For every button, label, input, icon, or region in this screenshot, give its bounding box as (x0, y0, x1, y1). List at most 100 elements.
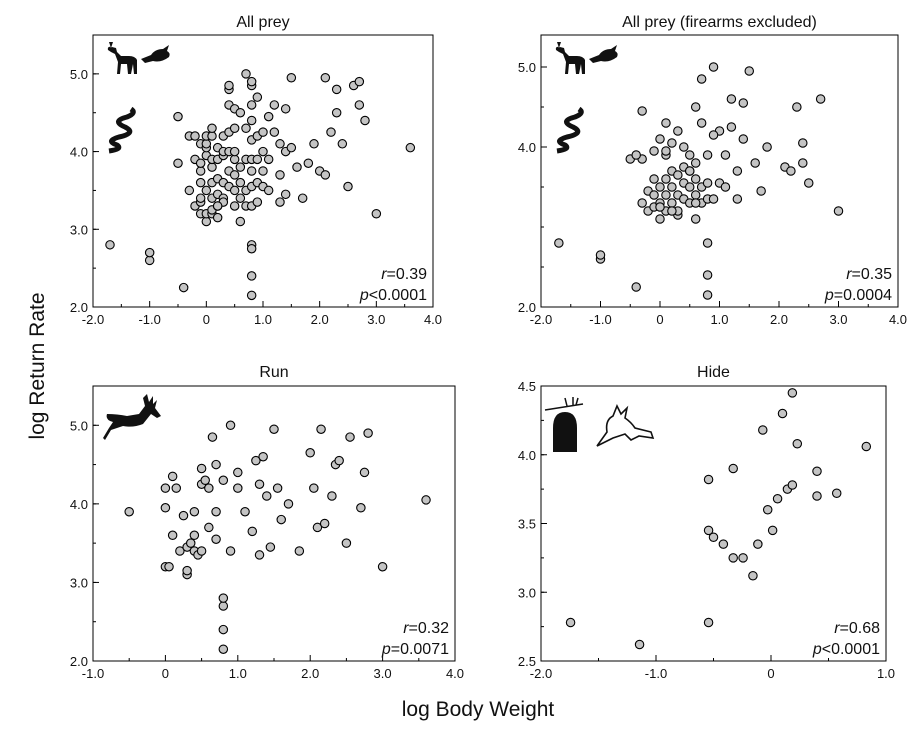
x-tick-label: -1.0 (138, 312, 160, 327)
data-point (262, 491, 272, 501)
data-point (354, 100, 365, 110)
x-axis-title: log Body Weight (402, 698, 555, 721)
data-point (371, 208, 382, 219)
data-point (178, 282, 189, 293)
data-point (263, 185, 274, 196)
data-point (269, 100, 280, 110)
data-point (812, 466, 822, 476)
deer-icon (107, 40, 137, 74)
data-point (738, 98, 749, 108)
data-point (421, 495, 431, 505)
y-tick-label: 2.5 (518, 654, 536, 669)
data-point (312, 522, 323, 533)
data-point (726, 122, 737, 132)
data-point (690, 190, 701, 200)
data-point (105, 240, 115, 250)
data-point (316, 424, 326, 434)
data-point (320, 72, 331, 83)
x-tick-label: 3.0 (829, 312, 847, 327)
data-point (195, 158, 206, 168)
running-deer-icon (103, 394, 161, 440)
data-point (803, 178, 814, 188)
data-point (649, 146, 659, 156)
data-point (229, 201, 240, 211)
x-tick-label: 1.0 (710, 312, 728, 327)
data-point (738, 553, 748, 563)
data-point (211, 506, 221, 517)
data-point (772, 493, 783, 504)
data-point (124, 506, 134, 517)
data-point (258, 146, 268, 157)
data-point (762, 142, 772, 152)
data-point (292, 162, 302, 172)
data-point (276, 514, 286, 525)
r-statistic: r=0.68 (834, 620, 880, 637)
data-point (218, 475, 229, 486)
data-point (258, 166, 268, 176)
data-point (189, 530, 200, 541)
data-point (246, 271, 257, 281)
data-point (229, 170, 240, 180)
data-point (334, 455, 344, 466)
p-statistic: p<0.0001 (812, 641, 880, 658)
x-tick-label: 2.0 (770, 312, 788, 327)
deer-icon (555, 40, 585, 74)
data-point (211, 534, 221, 544)
x-tick-label: 3.0 (367, 312, 385, 327)
data-point (286, 142, 297, 153)
y-tick-label: 2.0 (518, 300, 536, 315)
data-point (690, 102, 701, 112)
data-point (786, 166, 796, 176)
data-point (631, 150, 641, 160)
data-point (655, 134, 665, 144)
data-point (207, 162, 217, 172)
data-point (748, 570, 758, 581)
data-point (777, 408, 788, 419)
x-tick-label: 4.0 (424, 312, 442, 327)
data-point (696, 74, 707, 84)
data-point (235, 177, 246, 188)
data-point (331, 107, 342, 118)
data-point (265, 542, 276, 552)
data-point (196, 546, 207, 556)
x-tick-label: -1.0 (589, 312, 611, 327)
data-point (240, 506, 250, 517)
data-point (225, 546, 236, 556)
data-point (758, 425, 768, 435)
x-tick-label: 4.0 (446, 666, 464, 681)
data-point (696, 118, 707, 128)
data-point (360, 115, 370, 126)
data-point (787, 388, 798, 398)
bird-icon (141, 45, 170, 63)
data-point (160, 483, 171, 493)
data-point (343, 181, 353, 192)
data-point (377, 561, 388, 572)
data-point (251, 455, 261, 466)
data-point (309, 483, 319, 493)
data-point (667, 198, 677, 208)
data-point (297, 193, 308, 203)
y-tick-label: 2.0 (70, 300, 88, 315)
y-tick-label: 4.0 (518, 140, 536, 155)
data-point (269, 424, 279, 434)
data-point (787, 480, 798, 490)
data-point (359, 467, 370, 478)
data-point (861, 441, 872, 452)
data-point (634, 639, 645, 650)
data-point (792, 438, 803, 449)
data-point (195, 166, 206, 176)
data-point (275, 139, 285, 149)
y-tick-label: 4.0 (70, 497, 88, 512)
p-statistic: p=0.0004 (824, 287, 892, 304)
panel-title: All prey (236, 14, 289, 31)
y-axis-title: log Return Rate (26, 292, 49, 439)
data-point (252, 197, 263, 207)
data-point (320, 170, 331, 180)
data-point (690, 158, 701, 168)
data-point (703, 617, 714, 628)
data-point (195, 177, 206, 188)
data-point (178, 510, 189, 521)
rabbit-icon (596, 404, 655, 447)
data-point (655, 214, 665, 224)
